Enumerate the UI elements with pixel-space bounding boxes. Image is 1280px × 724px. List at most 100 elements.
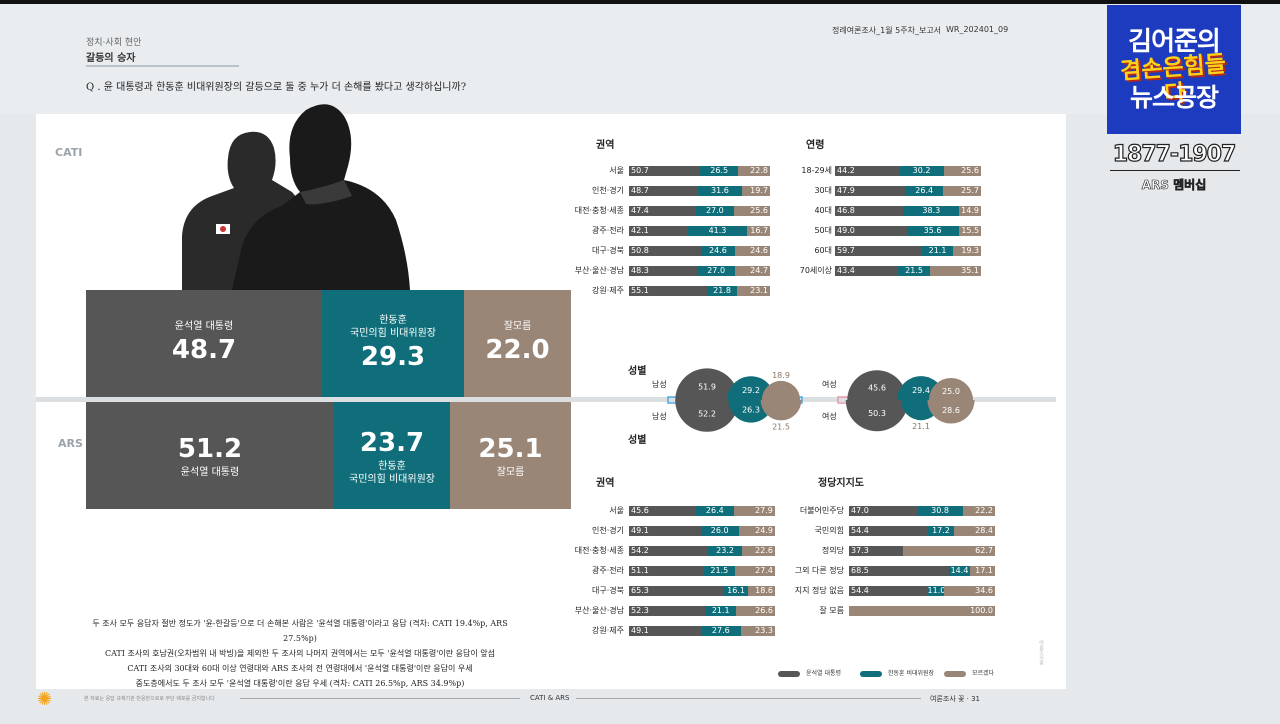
- ars-region-segment-value: 26.6: [755, 606, 773, 615]
- cati-region-title: 권역: [596, 140, 615, 151]
- cati-region-segment-value: 24.6: [709, 246, 727, 255]
- ars-party-segment-value: 11.0: [927, 586, 946, 595]
- ars-party-row-label: 더불어민주당: [799, 506, 844, 515]
- report-header: 정치·사회 현안 갈등의 승자 Q . 윤 대통령과 한동훈 비대위원장의 갈등…: [0, 4, 1280, 114]
- gender-bubble-chart: 51.9 29.2 18.9 52.2 26.3 21.5 45.6 29.4 25.0 50.3…: [652, 368, 975, 432]
- cati-age-segment-value: 25.7: [961, 186, 979, 195]
- cati-bar-han: 한동훈 국민의힘 비대위원장 29.3: [322, 290, 464, 397]
- cati-region-segment-value: 48.3: [631, 266, 649, 275]
- center-divider: [36, 397, 1056, 402]
- cati-yoon-value: 48.7: [171, 335, 237, 365]
- cati-region-segment-value: 50.7: [631, 166, 649, 175]
- cati-region-segment-value: 31.6: [711, 186, 729, 195]
- sun-logo-icon: ✺: [37, 689, 53, 710]
- ars-region-segment-value: 26.4: [705, 506, 724, 515]
- ars-party-segment-value: 17.1: [975, 566, 993, 575]
- cati-han-value: 29.3: [360, 341, 426, 372]
- ars-party-segment-unknown: 34.6: [944, 586, 995, 596]
- category-label: 정치·사회 현안: [86, 38, 142, 48]
- male-cati-unknown-value: 18.9: [772, 371, 790, 380]
- cati-region-segment-yoon: 42.1: [629, 226, 689, 236]
- footer-disclaimer: 본 자료는 응답 규제기관 반응한으로로 무단 배포를 금지합니다: [84, 696, 215, 702]
- cati-region-segment-han: 31.6: [697, 186, 743, 196]
- ars-region-segment-yoon: 49.1: [629, 626, 701, 636]
- cati-region-segment-value: 21.8: [713, 286, 731, 295]
- legend-unknown: 모르겠다: [944, 668, 994, 677]
- cati-age-segment-value: 15.5: [961, 226, 980, 235]
- cati-yoon-label: 윤석열 대통령: [174, 321, 234, 332]
- footer-rule-right: [576, 698, 921, 699]
- ars-party-segment-unknown: 100.0: [849, 606, 995, 616]
- male-cati-yoon-value: 51.9: [698, 383, 716, 392]
- cati-region-row-label: 부산·울산·경남: [574, 266, 624, 275]
- cati-bar-yoon: 윤석열 대통령 48.7: [86, 290, 322, 397]
- cati-bar-unknown: 잘모름 22.0: [464, 290, 571, 397]
- cati-age-segment-value: 25.6: [961, 166, 979, 175]
- top-bar: [0, 0, 1280, 4]
- legend-han: 한동훈 비대위원장: [860, 668, 934, 677]
- ars-party-segment-han: 14.4: [949, 566, 971, 576]
- ars-region-segment-value: 27.9: [755, 506, 773, 515]
- cati-region-segment-han: 27.0: [697, 266, 736, 276]
- female-ars-yoon: [845, 400, 909, 432]
- cati-han-label-1: 한동훈: [379, 314, 407, 326]
- ars-label: ARS: [58, 437, 83, 450]
- ars-region-row-label: 광주·전라: [592, 566, 624, 575]
- ars-region-segment-yoon: 54.2: [629, 546, 709, 556]
- female-cati-yoon-value: 45.6: [868, 384, 886, 393]
- cati-age-segment-han: 26.4: [904, 186, 944, 196]
- ars-party-segment-han: 11.0: [927, 586, 946, 596]
- male-ars-yoon-value: 52.2: [698, 409, 716, 418]
- male-label-bottom: 남성: [652, 412, 667, 421]
- ars-region-segment-value: 65.3: [631, 586, 649, 595]
- ars-region-segment-yoon: 45.6: [629, 506, 696, 516]
- ars-region-segment-value: 26.0: [710, 526, 729, 535]
- ars-han-label-2: 국민의힘 비대위원장: [349, 473, 435, 485]
- cati-age-segment-yoon: 43.4: [835, 266, 899, 276]
- cati-han-label-2: 국민의힘 비대위원장: [350, 327, 436, 339]
- ars-party-segment-han: 17.2: [928, 526, 954, 536]
- cati-region-segment-value: 41.3: [708, 226, 727, 235]
- cati-region-segment-han: 27.0: [695, 206, 734, 216]
- ars-region-segment-value: 49.1: [631, 526, 649, 535]
- legend-yoon-swatch: [778, 670, 800, 677]
- ars-region-segment-value: 52.3: [631, 606, 649, 615]
- ars-region-segment-value: 51.1: [631, 566, 649, 575]
- ars-party-row-label: 잘 모름: [819, 606, 844, 615]
- cati-age-segment-yoon: 47.9: [835, 186, 905, 196]
- note-line: CATI 조사의 호남권(오차범위 내 박빙)을 제외한 두 조사의 나머지 권…: [104, 649, 496, 658]
- cati-age-segment-yoon: 59.7: [835, 246, 923, 256]
- ars-region-segment-unknown: 18.6: [747, 586, 775, 596]
- ars-region-segment-value: 27.6: [711, 626, 730, 635]
- ars-party-row-label: 정의당: [821, 546, 844, 555]
- legend-unknown-swatch: [944, 670, 966, 677]
- note-line: 중도층에서도 두 조사 모두 '윤석열 대통령'이란 응답 우세 (격차: CA…: [135, 679, 465, 688]
- female-cati-han-value: 29.4: [912, 386, 930, 395]
- legend-yoon-label: 윤석열 대통령: [806, 670, 842, 677]
- cati-age-segment-yoon: 46.8: [835, 206, 904, 216]
- ars-party-segment-yoon: 47.0: [849, 506, 918, 516]
- cati-region-segment-unknown: 16.7: [746, 226, 771, 236]
- cati-age-segment-unknown: 19.3: [952, 246, 982, 256]
- cati-age-segment-value: 59.7: [837, 246, 855, 255]
- cati-region-segment-han: 26.5: [700, 166, 738, 176]
- cati-age-segment-value: 14.9: [961, 206, 979, 215]
- cati-age-row-label: 60대: [814, 246, 832, 255]
- ars-unknown-value: 25.1: [478, 434, 543, 464]
- cati-age-row-label: 40대: [814, 206, 832, 215]
- ars-region-segment-yoon: 65.3: [629, 586, 725, 596]
- survey-question: Q . 윤 대통령과 한동훈 비대위원장의 갈등으로 둘 중 누가 더 손해를 …: [86, 82, 467, 93]
- cati-region-segment-value: 19.7: [750, 186, 768, 195]
- ars-region-segment-value: 18.6: [755, 586, 773, 595]
- ars-yoon-value: 51.2: [177, 434, 243, 464]
- cati-region-segment-value: 16.7: [750, 226, 769, 235]
- cati-age-segment-value: 30.2: [912, 166, 931, 175]
- ars-region-segment-value: 21.5: [710, 566, 729, 575]
- cati-age-segment-yoon: 49.0: [835, 226, 907, 236]
- ars-bar-yoon: 51.2 윤석열 대통령: [86, 402, 334, 509]
- ars-bar-han: 23.7 한동훈 국민의힘 비대위원장: [334, 402, 450, 509]
- ars-region-segment-han: 21.5: [703, 566, 735, 576]
- cati-region-segment-unknown: 25.6: [733, 206, 770, 216]
- cati-age-segment-value: 26.4: [915, 186, 934, 195]
- cati-age-segment-han: 38.3: [903, 206, 960, 216]
